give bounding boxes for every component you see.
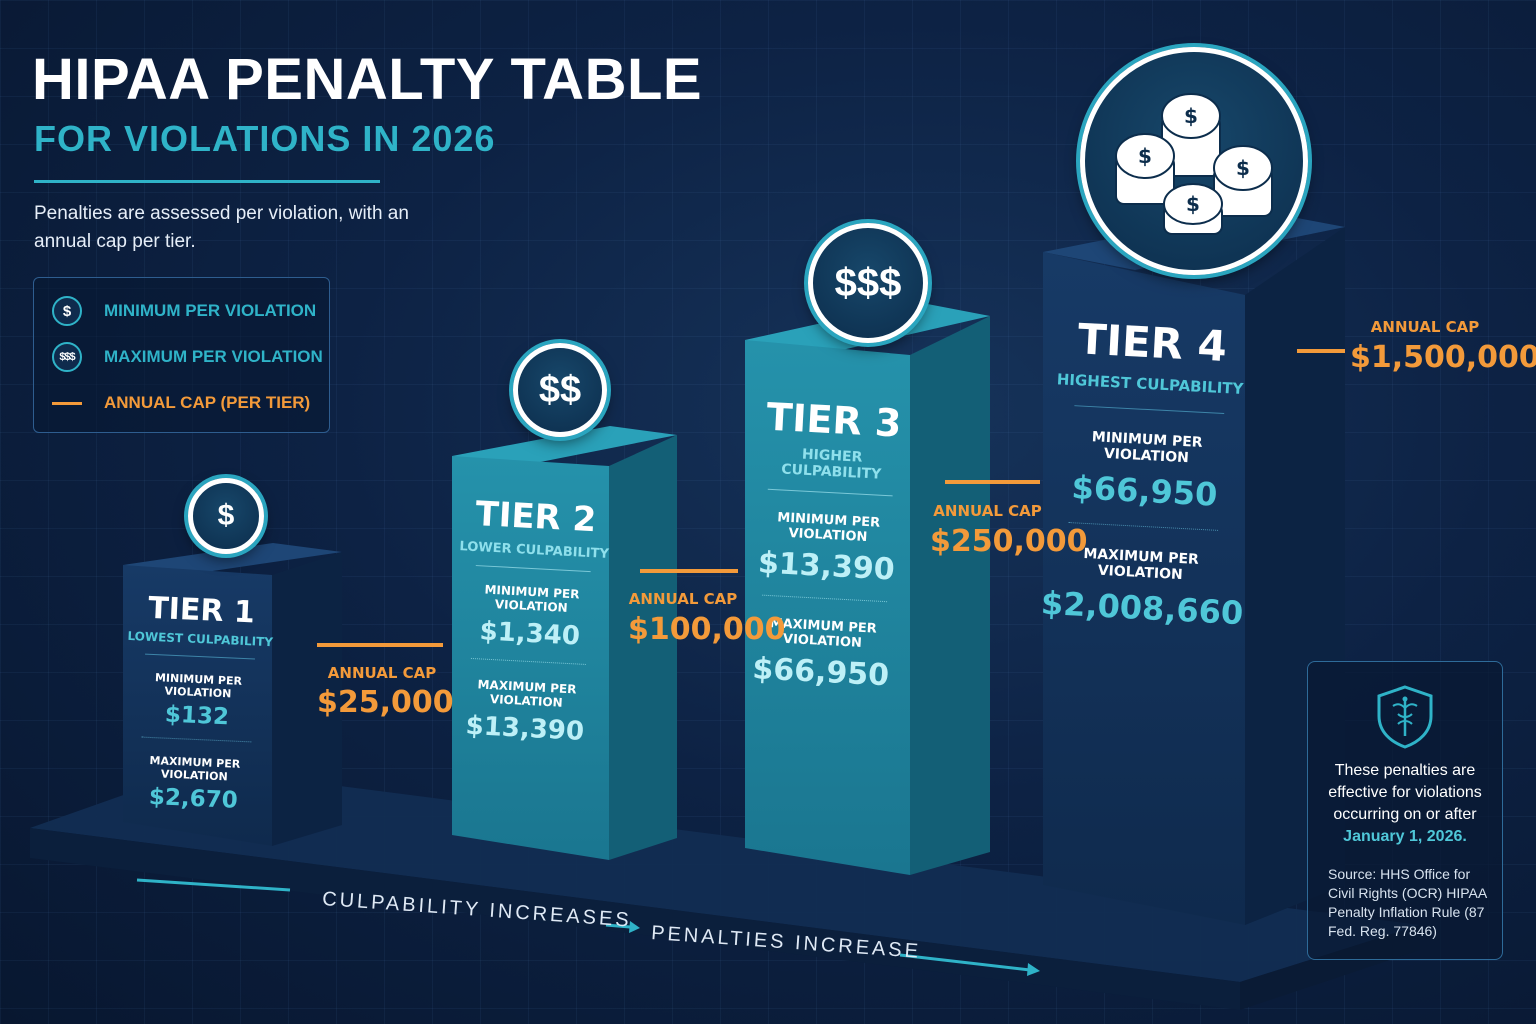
tier2-culpability: LOWER CULPABILITY [459,539,610,562]
note-body: These penalties are effective for violat… [1328,762,1482,823]
effective-date-note: These penalties are effective for violat… [1307,661,1503,960]
tier3-triple-dollar-icon: $$$ [808,223,928,343]
tier2-max-label: MAXIMUM PER VIOLATION [477,677,577,710]
axis-line-left [136,878,291,892]
legend-item-min: $ MINIMUM PER VIOLATION [52,296,316,326]
legend: $ MINIMUM PER VIOLATION $$$ MAXIMUM PER … [33,277,330,433]
svg-text:$: $ [1184,104,1198,128]
tier4-cap-line [1297,349,1345,353]
tier1-name: TIER 1 [147,590,256,631]
floor-platform-front [30,828,1240,1010]
coin-stack-graphic: $ $ $ $ [1115,93,1273,235]
cap-line-icon [52,401,82,405]
tier2-divider [475,565,591,573]
note-text: These penalties are effective for violat… [1316,760,1494,848]
tier4-cap-label: ANNUAL CAP [1370,318,1480,336]
tier2-dotted-divider [470,657,586,665]
tier3-cap-line [945,480,1040,484]
intro-text: Penalties are assessed per violation, wi… [34,203,409,252]
tier1-top [123,543,342,574]
svg-text:$: $ [1236,156,1250,180]
tier2-name: TIER 2 [474,494,598,541]
legend-item-max: $$$ MAXIMUM PER VIOLATION [52,342,323,372]
tier1-culpability: LOWEST CULPABILITY [127,628,274,650]
tier2-min-value: $1,340 [478,616,581,652]
tier4-panel: TIER 4 HIGHEST CULPABILITY MINIMUM PER V… [1040,313,1251,632]
coin-stack-icon: $ $ $ $ [1080,47,1308,275]
axis-arrow-mid [605,923,631,929]
svg-text:$: $ [1138,144,1152,168]
tier3-front [745,340,910,875]
legend-label-min: MINIMUM PER VIOLATION [104,301,317,320]
tier4-culpability: HIGHEST CULPABILITY [1056,370,1244,398]
tier2-cap-value: $100,000 [628,612,786,647]
page-subtitle: FOR VIOLATIONS IN 2026 [34,118,496,159]
svg-text:$: $ [1186,192,1200,216]
tier3-cap-label: ANNUAL CAP [933,502,1042,520]
axis-arrow-right [899,953,1031,972]
tier4-name: TIER 4 [1076,314,1229,372]
title-divider [34,180,380,183]
floor-platform-top [30,768,1420,982]
tier1-max-label: MAXIMUM PER VIOLATION [149,753,241,784]
tier4-divider [1073,405,1224,415]
tier1-front [123,565,272,846]
tier1-cap-value: $25,000 [317,685,454,720]
tier3-side [910,316,990,875]
legend-label-max: MAXIMUM PER VIOLATION [104,347,323,366]
tier4-cap-value: $1,500,000 [1350,340,1536,375]
tier1-divider [144,653,255,660]
tier3-min-label: MINIMUM PER VIOLATION [776,510,881,546]
note-source: Source: HHS Office for Civil Rights (OCR… [1328,866,1487,939]
tier2-cap-line [640,569,738,573]
tier2-double-dollar-icon: $$ [513,343,607,437]
tier2-panel: TIER 2 LOWER CULPABILITY MINIMUM PER VIO… [446,493,616,748]
tier3-dotted-divider [762,594,888,603]
tier3-divider [767,488,893,497]
tier4-min-value: $66,950 [1070,468,1219,514]
legend-item-cap: ANNUAL CAP (PER TIER) [52,393,310,413]
note-date: January 1, 2026. [1343,828,1467,845]
tier1-min-value: $132 [164,701,230,731]
tier1-dollar-icon: $ [188,478,264,554]
tier2-top [452,426,677,466]
dollar-icon: $ [52,296,82,326]
tier1-panel: TIER 1 LOWEST CULPABILITY MINIMUM PER VI… [118,590,276,815]
tier4-min-label: MINIMUM PER VIOLATION [1091,429,1203,467]
triple-dollar-icon: $$$ [52,342,82,372]
tier3-min-value: $13,390 [757,545,896,588]
tier3-name: TIER 3 [765,394,903,446]
tier2-front [452,456,609,860]
tier1-min-label: MINIMUM PER VIOLATION [154,671,243,701]
tier3-cap-value: $250,000 [930,524,1088,559]
tier1-dotted-divider [140,736,251,743]
tier2-min-label: MINIMUM PER VIOLATION [484,582,580,615]
tier1-cap-line [317,643,443,647]
shield-caduceus-icon [1377,685,1433,749]
tier3-panel: TIER 3 HIGHER CULPABILITY MINIMUM PER VI… [737,394,917,694]
tier4-front [1043,252,1245,925]
legend-label-cap: ANNUAL CAP (PER TIER) [104,393,311,412]
tier1-cap-label: ANNUAL CAP [327,664,437,682]
tier2-cap-label: ANNUAL CAP [628,590,738,608]
tier1-side [272,552,342,846]
tier4-dotted-divider [1067,522,1218,531]
tier3-culpability: HIGHER CULPABILITY [780,446,882,483]
tier2-side [609,435,677,860]
page-title: HIPAA PENALTY TABLE [32,47,703,112]
